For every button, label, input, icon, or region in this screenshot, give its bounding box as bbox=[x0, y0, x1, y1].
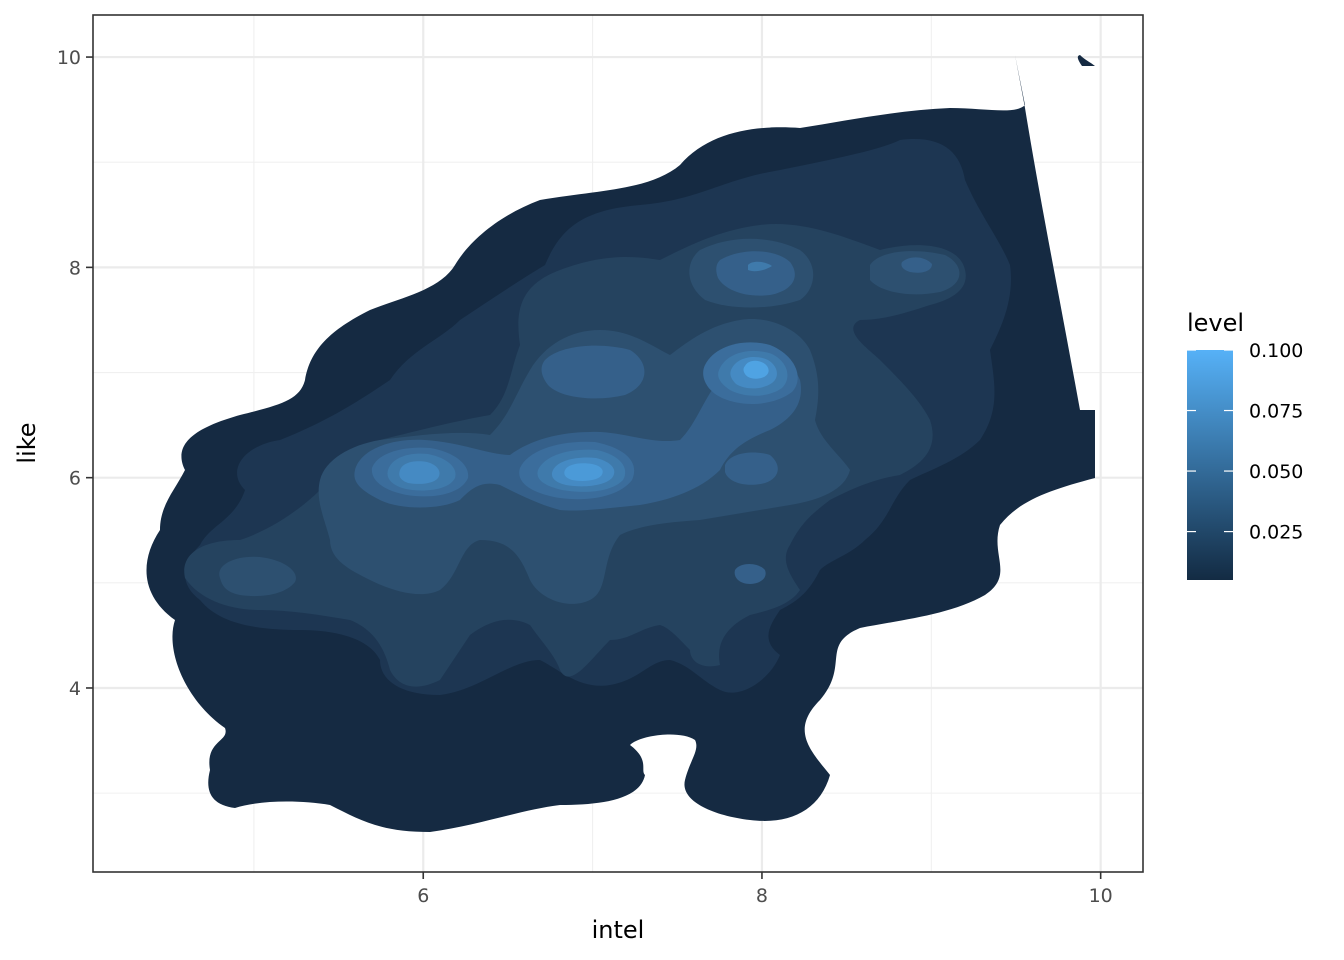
y-tick-label: 10 bbox=[57, 47, 81, 69]
contour-band-5-mid bbox=[541, 345, 645, 399]
x-axis-title: intel bbox=[592, 916, 645, 944]
legend-break-label: 0.075 bbox=[1249, 401, 1303, 423]
axes: 6 8 10 4 6 8 10 bbox=[57, 47, 1113, 907]
legend-title: level bbox=[1187, 309, 1244, 337]
legend-break-label: 0.100 bbox=[1249, 340, 1303, 362]
legend-ticks: 0.025 0.050 0.075 0.100 bbox=[1187, 340, 1303, 544]
x-tick-label: 6 bbox=[417, 885, 429, 907]
density-contours bbox=[146, 55, 1096, 832]
y-tick-label: 8 bbox=[69, 257, 81, 279]
x-tick-label: 8 bbox=[756, 885, 768, 907]
contour-peak-7-6 bbox=[564, 463, 603, 481]
contour-island-5-5 bbox=[219, 556, 296, 597]
contour-peak-8-8 bbox=[748, 261, 772, 272]
x-tick-label: 10 bbox=[1089, 885, 1113, 907]
y-tick-label: 6 bbox=[69, 468, 81, 490]
legend: level 0.025 0.050 0.075 0.100 bbox=[1187, 309, 1303, 580]
plot-panel-border bbox=[92, 14, 1144, 873]
contour-corner-top bbox=[1077, 55, 1095, 66]
legend-break-label: 0.050 bbox=[1249, 461, 1303, 483]
contour-band-5-top bbox=[716, 251, 795, 296]
y-tick-label: 4 bbox=[69, 678, 81, 700]
contour-peak-8-7 bbox=[743, 360, 769, 379]
y-axis-title: like bbox=[13, 422, 41, 463]
contour-band-5-right bbox=[725, 452, 778, 485]
contour-island-8-5 bbox=[734, 564, 766, 584]
contour-band-8-c bbox=[399, 461, 440, 484]
legend-colorbar bbox=[1187, 350, 1233, 580]
contour-island-9-8-inner bbox=[901, 257, 932, 273]
legend-break-label: 0.025 bbox=[1249, 522, 1303, 544]
contour-island-9-8 bbox=[870, 251, 960, 295]
